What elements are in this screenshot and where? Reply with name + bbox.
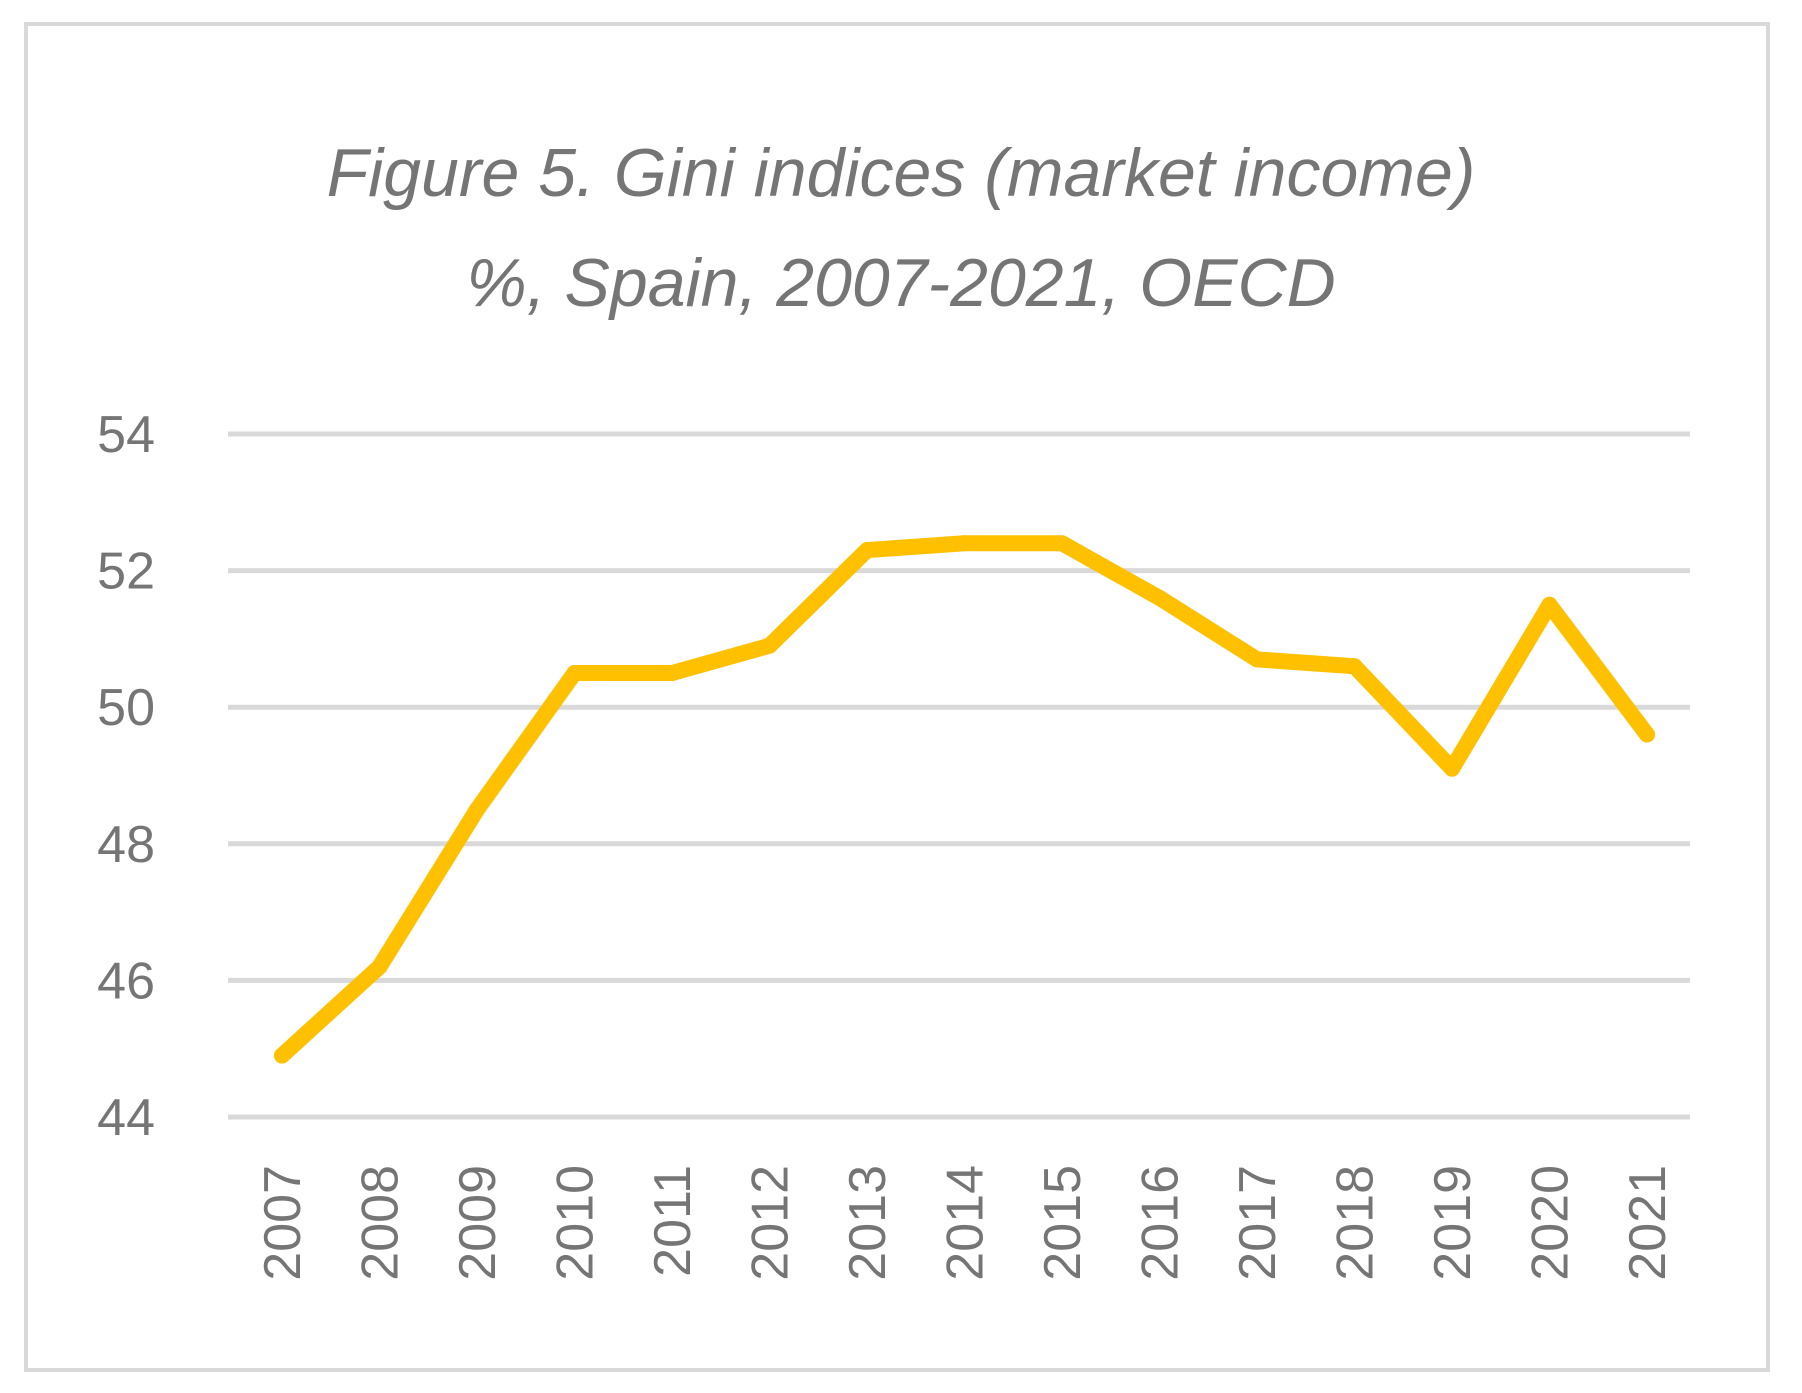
- y-tick-label: 46: [97, 952, 155, 1010]
- data-point-2019: [1444, 760, 1460, 777]
- x-tick-label: 2014: [937, 1165, 995, 1281]
- x-tick-label: 2012: [742, 1165, 800, 1281]
- data-point-2017: [1249, 651, 1265, 668]
- y-tick-label: 50: [97, 679, 155, 737]
- series-layer: [274, 535, 1655, 1064]
- gridlines: [228, 431, 1690, 1120]
- chart-title: Figure 5. Gini indices (market income): [326, 135, 1476, 211]
- y-tick-label: 52: [97, 543, 155, 601]
- chart-frame: [24, 22, 1770, 1372]
- x-tick-label: 2020: [1522, 1165, 1580, 1281]
- data-point-2021: [1639, 726, 1655, 743]
- x-tick-label: 2013: [839, 1165, 897, 1281]
- data-point-2018: [1346, 658, 1363, 675]
- x-tick-label: 2018: [1327, 1165, 1385, 1281]
- x-axis-ticks: 2007 2008 2009 2010 2011 2012 2013 2014 2015 2016…: [254, 1165, 1677, 1281]
- y-tick-label: 48: [97, 816, 155, 874]
- x-tick-label: 2011: [644, 1165, 702, 1277]
- chart-subtitle: %, Spain, 2007-2021, OECD: [466, 245, 1336, 321]
- data-point-2013: [859, 542, 875, 559]
- x-tick-label: 2007: [254, 1165, 312, 1281]
- x-tick-label: 2019: [1424, 1165, 1482, 1281]
- x-tick-label: 2015: [1034, 1165, 1092, 1281]
- data-point-2007: [274, 1047, 290, 1064]
- data-point-2020: [1541, 596, 1558, 613]
- x-tick-label: 2010: [547, 1165, 605, 1281]
- x-tick-label: 2017: [1229, 1165, 1287, 1281]
- x-tick-label: 2016: [1132, 1165, 1190, 1281]
- data-point-2012: [761, 637, 778, 654]
- x-tick-label: 2008: [352, 1165, 410, 1281]
- data-point-2010: [566, 665, 583, 682]
- data-point-2014: [956, 535, 973, 552]
- y-axis-ticks: 44 46 48 50 52 54: [97, 406, 155, 1147]
- data-point-2008: [371, 958, 388, 975]
- x-tick-label: 2009: [449, 1165, 507, 1281]
- data-point-2009: [469, 801, 485, 818]
- data-point-2015: [1054, 535, 1070, 552]
- y-tick-label: 54: [97, 406, 155, 464]
- y-tick-label: 44: [97, 1089, 155, 1147]
- x-tick-label: 2021: [1619, 1165, 1677, 1281]
- data-point-2011: [664, 665, 680, 682]
- data-point-2016: [1151, 589, 1168, 606]
- chart-title-block: Figure 5. Gini indices (market income) %…: [0, 118, 1802, 338]
